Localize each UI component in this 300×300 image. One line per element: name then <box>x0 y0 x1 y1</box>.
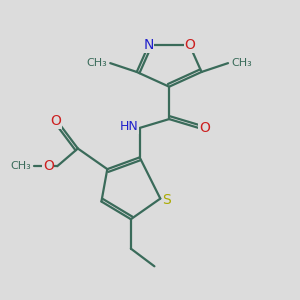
Text: O: O <box>43 159 54 173</box>
Text: CH₃: CH₃ <box>231 58 252 68</box>
Text: CH₃: CH₃ <box>87 58 107 68</box>
Text: O: O <box>184 38 195 52</box>
Text: S: S <box>162 193 171 207</box>
Text: O: O <box>50 114 61 128</box>
Text: N: N <box>143 38 154 52</box>
Text: CH₃: CH₃ <box>11 161 31 171</box>
Text: HN: HN <box>119 120 138 133</box>
Text: O: O <box>199 121 210 135</box>
